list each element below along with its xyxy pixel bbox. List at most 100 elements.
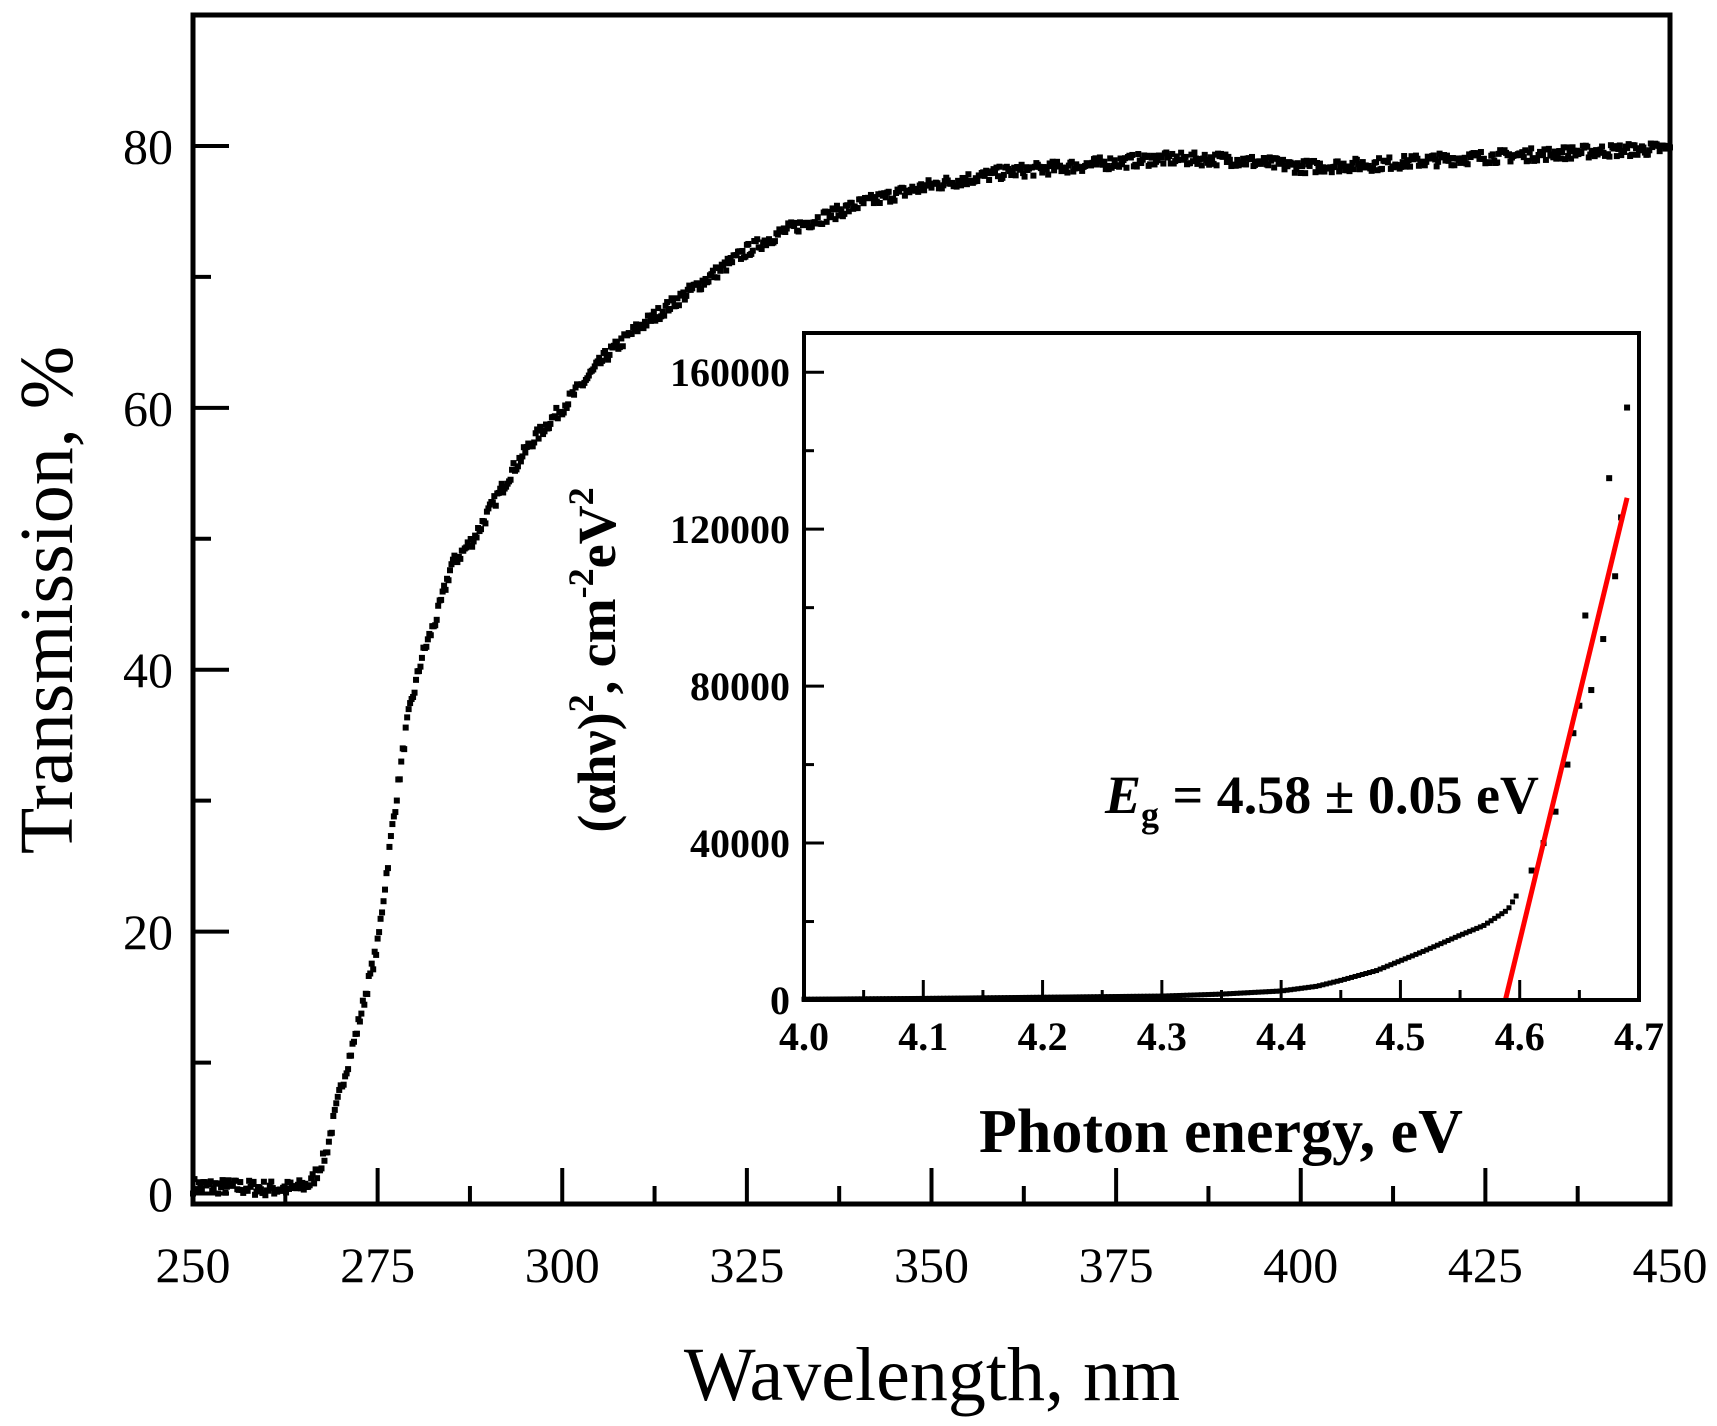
main-data-point bbox=[497, 485, 504, 492]
main-data-point bbox=[1182, 153, 1189, 160]
main-data-point bbox=[1234, 156, 1241, 163]
main-data-point bbox=[1280, 156, 1287, 163]
inset-data-point bbox=[1588, 687, 1595, 694]
main-data-point bbox=[1489, 151, 1496, 158]
inset-data-point bbox=[1624, 404, 1631, 411]
inset-data-point bbox=[1327, 980, 1333, 986]
main-data-point bbox=[1525, 157, 1532, 164]
main-data-point bbox=[382, 886, 389, 893]
main-data-point bbox=[448, 561, 455, 568]
main-data-point bbox=[833, 202, 840, 209]
main-data-point bbox=[1494, 159, 1501, 166]
main-data-point bbox=[210, 1185, 217, 1192]
main-data-point bbox=[1646, 147, 1653, 154]
inset-data-point bbox=[1213, 991, 1219, 997]
inset-fit-line bbox=[1502, 497, 1630, 1001]
main-x-tick-label: 300 bbox=[525, 1237, 600, 1293]
main-axes: 250 275 300 325 350 375 400 425 450 0 20 40 60 80 bbox=[123, 12, 1708, 1293]
inset-y-axis-label: (αhν)2, cm-2eV2 bbox=[561, 487, 627, 832]
main-data-point bbox=[748, 250, 755, 257]
main-data-point bbox=[445, 577, 452, 584]
inset-x-tick-label: 4.2 bbox=[1018, 1014, 1068, 1059]
main-data-point bbox=[373, 951, 380, 958]
main-data-point bbox=[571, 391, 578, 398]
main-data-point bbox=[348, 1052, 355, 1059]
main-data-point bbox=[585, 372, 592, 379]
inset-x-axis-label: Photon energy, eV bbox=[979, 1098, 1463, 1166]
inset-data-point bbox=[1374, 968, 1380, 974]
main-data-point bbox=[1030, 172, 1037, 179]
main-data-point bbox=[379, 909, 386, 916]
main-data-point bbox=[278, 1187, 285, 1194]
main-data-point bbox=[250, 1178, 257, 1185]
main-y-tick-label: 20 bbox=[123, 904, 173, 960]
main-data-point bbox=[415, 668, 422, 675]
main-data-point bbox=[655, 305, 662, 312]
main-data-point bbox=[386, 843, 393, 850]
main-data-point bbox=[1079, 167, 1086, 174]
inset-data-point bbox=[1564, 761, 1571, 768]
main-data-point bbox=[965, 171, 972, 178]
inset-data-point bbox=[998, 995, 1004, 1001]
main-data-point bbox=[1384, 159, 1391, 166]
main-data-point bbox=[1569, 144, 1576, 151]
main-data-point bbox=[1009, 168, 1016, 175]
main-data-point bbox=[531, 439, 538, 446]
inset-data-point bbox=[1119, 993, 1125, 999]
inset-data-point bbox=[1409, 953, 1415, 959]
inset-data-point bbox=[1459, 931, 1465, 937]
main-data-point bbox=[733, 252, 740, 259]
main-data-point bbox=[721, 259, 728, 266]
inset-data-point bbox=[984, 995, 990, 1001]
main-data-point bbox=[1539, 152, 1546, 159]
main-data-point bbox=[1370, 165, 1377, 172]
main-data-point bbox=[1213, 162, 1220, 169]
inset-data-point bbox=[1187, 992, 1193, 998]
main-data-point bbox=[413, 676, 420, 683]
main-data-point bbox=[681, 296, 688, 303]
main-data-point bbox=[470, 538, 477, 545]
main-data-point bbox=[717, 267, 724, 274]
inset-y-tick-label: 40000 bbox=[690, 821, 790, 866]
inset-x-tick-label: 4.7 bbox=[1614, 1014, 1664, 1059]
main-data-point bbox=[1398, 163, 1405, 170]
main-data-point bbox=[1306, 162, 1313, 169]
main-data-point bbox=[782, 229, 789, 236]
main-data-point bbox=[262, 1192, 269, 1199]
main-data-point bbox=[860, 200, 867, 207]
main-data-point bbox=[1578, 150, 1585, 157]
main-data-point bbox=[1563, 144, 1570, 151]
main-data-point bbox=[364, 991, 371, 998]
main-data-point bbox=[1147, 161, 1154, 168]
main-data-point bbox=[763, 242, 770, 249]
inset-data-point bbox=[1352, 973, 1358, 979]
inset-data-point bbox=[1420, 948, 1426, 954]
inset-data-point bbox=[969, 995, 975, 1001]
inset-data-point bbox=[1259, 989, 1265, 995]
main-data-point bbox=[745, 240, 752, 247]
main-data-point bbox=[921, 187, 928, 194]
inset-x-tick-label: 4.3 bbox=[1137, 1014, 1187, 1059]
main-data-point bbox=[1477, 148, 1484, 155]
main-data-point bbox=[867, 191, 874, 198]
main-data-point bbox=[705, 278, 712, 285]
inset-data-point bbox=[1331, 979, 1337, 985]
main-data-point bbox=[333, 1100, 340, 1107]
inset-data-point bbox=[994, 995, 1000, 1001]
main-data-point bbox=[758, 246, 765, 253]
main-data-point bbox=[670, 297, 677, 304]
main-data-point bbox=[675, 302, 682, 309]
main-y-tick-label: 40 bbox=[123, 642, 173, 698]
main-data-point bbox=[1353, 156, 1360, 163]
main-data-point bbox=[1302, 170, 1309, 177]
inset-data-point bbox=[1442, 939, 1448, 945]
main-data-point bbox=[418, 654, 425, 661]
main-data-point bbox=[410, 693, 417, 700]
inset-data-point bbox=[1477, 924, 1483, 930]
inset-data-point bbox=[1255, 989, 1261, 995]
inset-data-point bbox=[1066, 994, 1072, 1000]
main-data-point bbox=[1206, 161, 1213, 168]
main-data-point bbox=[938, 185, 945, 192]
main-data-point bbox=[334, 1093, 341, 1100]
main-data-point bbox=[667, 305, 674, 312]
